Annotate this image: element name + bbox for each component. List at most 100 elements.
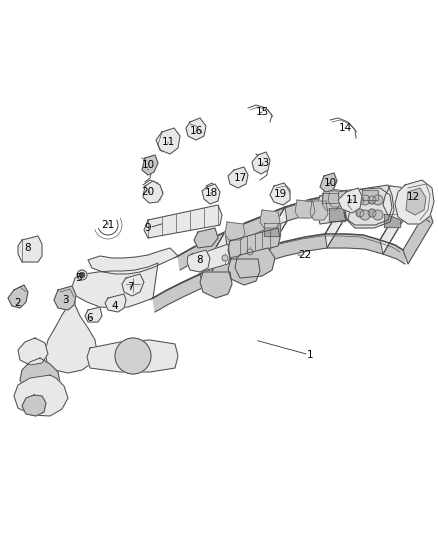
Polygon shape — [8, 285, 28, 308]
Text: 14: 14 — [339, 123, 352, 133]
Circle shape — [77, 270, 87, 280]
Text: 16: 16 — [189, 126, 203, 136]
Text: 12: 12 — [406, 192, 420, 202]
Polygon shape — [397, 196, 413, 206]
Polygon shape — [225, 222, 245, 240]
Polygon shape — [150, 234, 403, 300]
Circle shape — [247, 249, 253, 255]
Polygon shape — [270, 183, 290, 205]
Polygon shape — [20, 358, 60, 395]
Polygon shape — [320, 173, 337, 192]
Polygon shape — [85, 307, 102, 322]
Circle shape — [356, 209, 364, 217]
Text: 8: 8 — [25, 243, 31, 253]
Circle shape — [356, 196, 364, 204]
Text: 15: 15 — [255, 107, 268, 117]
Polygon shape — [105, 294, 126, 312]
Polygon shape — [392, 190, 418, 222]
Circle shape — [115, 338, 151, 374]
Polygon shape — [144, 205, 222, 238]
Polygon shape — [325, 192, 352, 248]
Text: 10: 10 — [141, 160, 155, 170]
Text: 11: 11 — [161, 137, 175, 147]
Text: 21: 21 — [101, 220, 115, 230]
Polygon shape — [310, 201, 328, 220]
Polygon shape — [45, 295, 97, 373]
Text: 8: 8 — [197, 255, 203, 265]
Circle shape — [368, 196, 376, 204]
Polygon shape — [200, 232, 227, 288]
Polygon shape — [329, 208, 345, 221]
Polygon shape — [200, 232, 225, 274]
Polygon shape — [406, 188, 426, 215]
Text: 7: 7 — [127, 282, 133, 292]
Text: 17: 17 — [233, 173, 247, 183]
Polygon shape — [87, 340, 178, 372]
Polygon shape — [260, 207, 287, 263]
Polygon shape — [54, 286, 76, 310]
Polygon shape — [142, 155, 158, 175]
Polygon shape — [200, 272, 232, 298]
Text: 5: 5 — [75, 273, 81, 283]
Polygon shape — [408, 195, 432, 220]
Polygon shape — [175, 192, 428, 258]
Polygon shape — [343, 188, 392, 225]
Polygon shape — [260, 207, 285, 249]
Polygon shape — [325, 192, 350, 234]
Text: 3: 3 — [62, 295, 68, 305]
Polygon shape — [322, 191, 340, 210]
Polygon shape — [322, 193, 338, 203]
Polygon shape — [186, 118, 206, 140]
Polygon shape — [187, 250, 210, 272]
Text: 2: 2 — [15, 298, 21, 308]
Text: 13: 13 — [256, 158, 270, 168]
Circle shape — [373, 195, 383, 205]
Polygon shape — [198, 244, 230, 272]
Text: 18: 18 — [205, 188, 218, 198]
Circle shape — [197, 262, 203, 268]
Polygon shape — [14, 375, 68, 416]
Polygon shape — [380, 198, 405, 240]
Polygon shape — [178, 192, 430, 270]
Polygon shape — [235, 248, 275, 278]
Polygon shape — [395, 180, 434, 224]
Polygon shape — [264, 223, 280, 236]
Polygon shape — [228, 259, 260, 285]
Polygon shape — [295, 200, 315, 218]
Circle shape — [373, 210, 383, 220]
Polygon shape — [380, 198, 408, 254]
Polygon shape — [22, 395, 46, 416]
Polygon shape — [362, 190, 378, 200]
Polygon shape — [403, 208, 433, 264]
Polygon shape — [18, 236, 42, 262]
Text: 20: 20 — [141, 187, 155, 197]
Polygon shape — [143, 181, 163, 203]
Polygon shape — [18, 338, 48, 365]
Polygon shape — [153, 234, 405, 312]
Polygon shape — [72, 263, 158, 308]
Text: 22: 22 — [298, 250, 311, 260]
Text: 9: 9 — [145, 223, 151, 233]
Polygon shape — [328, 189, 348, 207]
Text: 6: 6 — [87, 313, 93, 323]
Polygon shape — [344, 185, 394, 228]
Polygon shape — [88, 248, 178, 274]
Polygon shape — [260, 210, 280, 228]
Text: 19: 19 — [273, 189, 286, 199]
Circle shape — [368, 209, 376, 217]
Circle shape — [80, 272, 85, 278]
Polygon shape — [202, 184, 220, 204]
Polygon shape — [156, 128, 180, 154]
Polygon shape — [317, 190, 350, 224]
Polygon shape — [383, 186, 428, 220]
Polygon shape — [252, 152, 270, 174]
Polygon shape — [194, 228, 218, 248]
Polygon shape — [228, 167, 248, 188]
Text: 10: 10 — [323, 178, 336, 188]
Circle shape — [222, 255, 228, 261]
Text: 11: 11 — [346, 195, 359, 205]
Polygon shape — [228, 228, 280, 258]
Circle shape — [360, 195, 370, 205]
Text: 4: 4 — [112, 301, 118, 311]
Polygon shape — [338, 188, 362, 213]
